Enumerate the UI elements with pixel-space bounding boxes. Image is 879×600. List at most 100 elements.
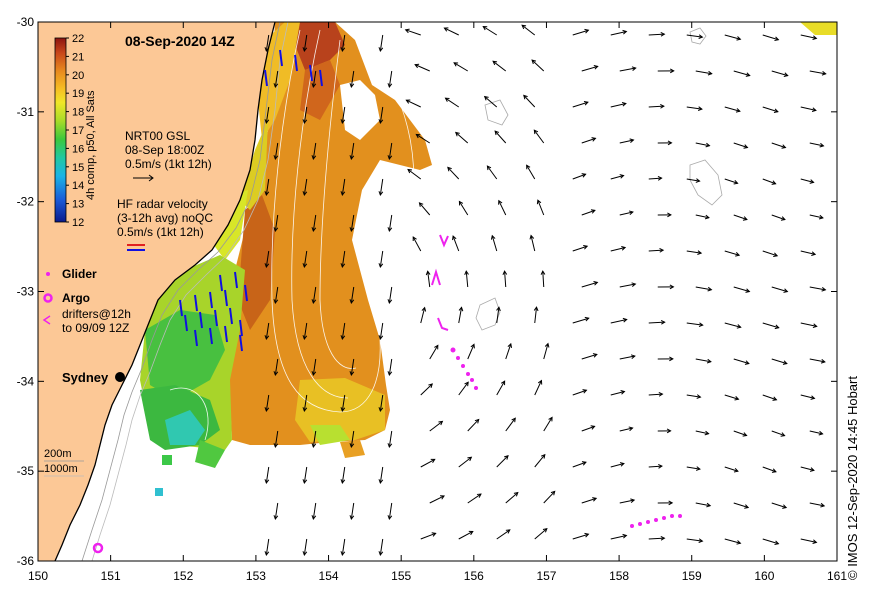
current-arrow (419, 202, 431, 216)
current-arrow-head (622, 317, 628, 323)
argo-legend-marker (43, 293, 53, 303)
current-arrow (610, 103, 626, 108)
current-arrow (482, 26, 498, 36)
current-arrow-head (468, 530, 474, 536)
current-arrow-head (698, 538, 704, 543)
current-arrow-head (812, 35, 818, 41)
colorbar-tick-label: 17 (72, 125, 84, 137)
hf-arrow (194, 294, 198, 312)
current-arrow (265, 394, 270, 412)
current-arrow-head (667, 140, 673, 146)
current-arrow (420, 458, 435, 468)
current-arrow-head (592, 353, 598, 358)
current-arrow (467, 344, 475, 360)
current-arrow-head (621, 101, 627, 107)
current-arrow (350, 502, 355, 520)
current-arrow-head (483, 95, 489, 101)
current-arrow (771, 286, 788, 293)
current-arrow (379, 466, 384, 484)
current-arrow-head (821, 70, 827, 76)
current-arrow-head (780, 432, 786, 437)
depth-1000-label: 1000m (44, 463, 78, 475)
current-arrow (350, 214, 355, 232)
current-arrow (265, 538, 270, 556)
current-arrow-head (698, 322, 704, 328)
hf-arrow (219, 274, 223, 292)
current-arrow (619, 67, 636, 72)
hf-radar-arrows (179, 49, 323, 352)
current-arrow (534, 307, 538, 324)
current-arrow (686, 106, 702, 110)
current-arrow-head (733, 467, 739, 473)
colorbar-tick-label: 12 (72, 217, 84, 229)
y-tick-label: -31 (17, 105, 35, 119)
current-arrow-head (264, 335, 270, 341)
current-arrow (809, 430, 823, 435)
colorbar-tick-label: 16 (72, 143, 84, 155)
current-arrow-head (735, 108, 741, 113)
colorbar-tick-label: 14 (72, 180, 84, 192)
drifter-tracks (431, 234, 682, 528)
current-arrow (379, 250, 384, 268)
current-arrow (572, 29, 589, 36)
current-arrow (379, 394, 384, 412)
current-arrow-head (774, 324, 780, 330)
current-arrow-head (537, 379, 543, 385)
current-arrow-head (860, 285, 864, 289)
current-arrow-head (264, 47, 270, 53)
current-arrow-head (504, 455, 509, 460)
current-arrow (695, 214, 709, 219)
current-arrow-head (704, 430, 710, 436)
current-arrow (341, 178, 346, 196)
current-arrow (303, 538, 308, 556)
current-arrow (762, 178, 776, 185)
hf-arrow (179, 299, 183, 317)
current-arrow-head (542, 527, 548, 533)
current-arrow (491, 235, 498, 252)
current-arrow-head (695, 466, 701, 471)
hf-arrow (209, 327, 213, 345)
current-arrow-head (273, 371, 279, 377)
hf-arrow (279, 49, 283, 67)
current-arrow-head (629, 138, 635, 144)
current-arrow-head (378, 263, 384, 269)
current-arrow-head (526, 164, 531, 170)
current-arrow-head (733, 179, 739, 185)
current-arrow (496, 307, 500, 324)
current-arrow-head (443, 27, 449, 32)
hf-arrow (309, 64, 313, 82)
current-arrow-head (425, 270, 431, 276)
current-arrow-head (302, 407, 308, 413)
current-arrow (429, 345, 439, 360)
current-arrow-head (736, 324, 742, 329)
current-arrow (414, 64, 430, 72)
current-arrow (542, 271, 545, 288)
current-arrow (379, 178, 384, 196)
current-arrow-head (340, 47, 346, 53)
current-arrow-head (340, 335, 346, 341)
legend: NRT00 GSL 08-Sep 18:00Z 0.5m/s (1kt 12h)… (42, 129, 213, 477)
current-arrow-head (669, 356, 674, 362)
current-arrow (484, 96, 498, 108)
plot-area: Sydney (38, 22, 864, 561)
current-arrow (350, 142, 355, 160)
current-arrow-head (667, 212, 672, 218)
current-arrow (610, 391, 625, 396)
current-arrow-head (782, 504, 788, 509)
current-arrow-head (583, 100, 589, 106)
current-arrow (303, 394, 308, 412)
current-arrow-head (486, 165, 492, 171)
current-arrow-head (474, 418, 480, 424)
current-arrow (543, 417, 553, 432)
current-arrow (619, 211, 633, 216)
current-arrow-head (264, 479, 270, 485)
nrt-time: 08-Sep 18:00Z (125, 143, 204, 157)
current-arrow (771, 430, 785, 437)
current-arrow (733, 502, 749, 509)
current-arrow-head (507, 342, 513, 348)
current-arrow (648, 321, 665, 324)
current-arrow (265, 322, 270, 340)
current-arrow (581, 425, 595, 432)
current-arrow (388, 430, 393, 448)
current-arrow-head (783, 288, 789, 293)
